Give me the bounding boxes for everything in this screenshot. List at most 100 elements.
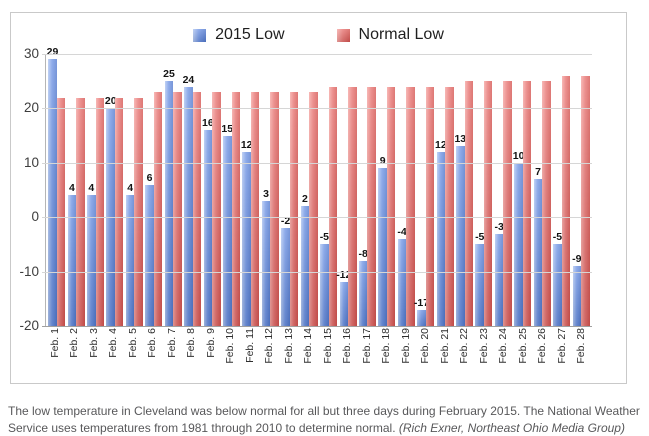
bar-2015-low: 4	[125, 182, 135, 326]
bar-2015-low: -2	[281, 215, 290, 326]
bar-group: 12	[241, 54, 260, 326]
bar-2015-low: 4	[67, 182, 77, 326]
bar-group: -3	[494, 54, 513, 326]
data-label: 24	[182, 73, 195, 86]
data-label: 20	[104, 95, 117, 108]
caption-text: The low temperature in Cleveland was bel…	[8, 404, 640, 435]
bar-2015-low: -12	[336, 269, 351, 326]
y-tick-label: -20	[19, 318, 39, 333]
bar-2015-low: -3	[494, 221, 504, 326]
bar-normal-low	[348, 86, 357, 326]
x-tick-label: Feb. 14	[302, 328, 315, 364]
x-tick-label: Feb. 8	[185, 328, 198, 358]
caption: The low temperature in Cleveland was bel…	[8, 403, 645, 436]
bar-normal-low	[581, 75, 590, 326]
y-tick-label: 0	[31, 209, 39, 225]
bar-2015-low: 16	[202, 117, 214, 326]
data-label: 4	[68, 182, 75, 195]
bar-group: -17	[414, 54, 435, 326]
x-tick-label: Feb. 20	[419, 328, 432, 364]
data-label: 16	[201, 117, 214, 130]
bar-normal-low	[309, 92, 318, 326]
x-tick-label: Feb. 28	[575, 328, 588, 364]
x-tick-label: Feb. 21	[438, 328, 451, 364]
data-label: 12	[240, 138, 253, 151]
legend-item-normal-low: Normal Low	[336, 26, 444, 44]
caption-credit: (Rich Exner, Northeast Ohio Media Group)	[398, 420, 625, 435]
gridline-0	[42, 217, 592, 219]
bar-group: -2	[280, 54, 299, 326]
data-label: 6	[146, 171, 153, 184]
bar-group: 4	[125, 54, 144, 326]
bar-2015-low: 12	[435, 139, 447, 326]
bar-group: 4	[86, 54, 105, 326]
x-tick-label: Feb. 18	[380, 328, 393, 364]
data-label: 15	[221, 122, 234, 135]
y-tick-label: -10	[19, 263, 39, 279]
bar-2015-low: 13	[454, 133, 466, 326]
bar-normal-low	[503, 81, 512, 326]
data-label: -9	[572, 253, 582, 266]
bar-normal-low	[542, 81, 551, 326]
data-label: 13	[454, 133, 467, 146]
data-label: -8	[358, 247, 368, 260]
plot-area: 29 4 4 20 4 6 25 24 16 15 12 3 -2 2 -5 -12 -8 9 -4 -17 12 13-…	[19, 46, 592, 333]
bar-group: 15	[221, 54, 241, 326]
x-tick-label: Feb. 10	[224, 328, 237, 364]
bar-group: 29	[47, 46, 66, 326]
bar-normal-low	[114, 97, 124, 326]
bar-2015-low: 2	[300, 193, 310, 326]
bar-group: -5	[319, 54, 338, 326]
data-label: -17	[413, 296, 430, 309]
bar-2015-low: 12	[241, 139, 253, 326]
bar-group: -9	[571, 54, 590, 326]
x-tick-label: Feb. 26	[536, 328, 549, 364]
bar-group: 9	[377, 54, 396, 326]
x-tick-label: Feb. 6	[146, 328, 159, 358]
x-tick-label: Feb. 2	[68, 328, 81, 358]
y-tick-label: 10	[23, 154, 39, 170]
x-tick-label: Feb. 22	[458, 328, 471, 364]
x-axis-labels: Feb. 1 Feb. 2 Feb. 3 Feb. 4 Feb. 5 Feb. 6 Feb.…	[45, 328, 591, 380]
bar-normal-low	[192, 92, 202, 326]
data-label: 10	[512, 149, 525, 162]
bar-2015-low: -9	[572, 253, 582, 326]
bar-2015-low: -4	[397, 226, 407, 326]
bar-group: 12	[435, 54, 454, 326]
bar-normal-low	[95, 97, 105, 326]
y-tick-label: 30	[23, 46, 39, 61]
data-label: -4	[397, 225, 407, 238]
data-label: -5	[475, 231, 485, 244]
bar-normal-low	[270, 92, 279, 326]
bar-normal-low	[134, 97, 143, 326]
x-tick-label: Feb. 24	[497, 328, 510, 364]
data-label: 12	[435, 138, 447, 151]
x-tick-label: Feb. 25	[516, 328, 529, 364]
bar-2015-low: 25	[163, 68, 175, 326]
data-label: 9	[379, 155, 386, 168]
x-tick-label: Feb. 11	[243, 328, 256, 363]
bar-normal-low	[153, 92, 163, 326]
data-label: 29	[46, 46, 59, 59]
gridline-20	[42, 108, 592, 110]
bar-group: 7	[533, 54, 552, 326]
data-label: -3	[494, 220, 504, 233]
bar-2015-low: -17	[414, 297, 429, 326]
legend-label-2015-low: 2015 Low	[215, 26, 285, 43]
bar-normal-low	[231, 92, 240, 326]
bar-group: -12	[336, 54, 357, 326]
x-tick-label: Feb. 23	[477, 328, 490, 364]
bar-group: 4	[66, 54, 85, 326]
bar-group: -5	[552, 54, 571, 326]
data-label: -5	[319, 231, 330, 244]
bar-group: 25	[163, 54, 183, 326]
bar-normal-low	[76, 97, 85, 326]
data-label: 4	[127, 182, 134, 195]
bar-2015-low: -5	[475, 231, 484, 326]
bar-group: 20	[105, 54, 124, 326]
bar-group: -5	[474, 54, 493, 326]
bar-group: 24	[183, 54, 202, 326]
x-tick-label: Feb. 3	[87, 328, 100, 358]
bar-2015-low: 29	[47, 46, 58, 326]
x-tick-label: Feb. 1	[48, 328, 61, 358]
